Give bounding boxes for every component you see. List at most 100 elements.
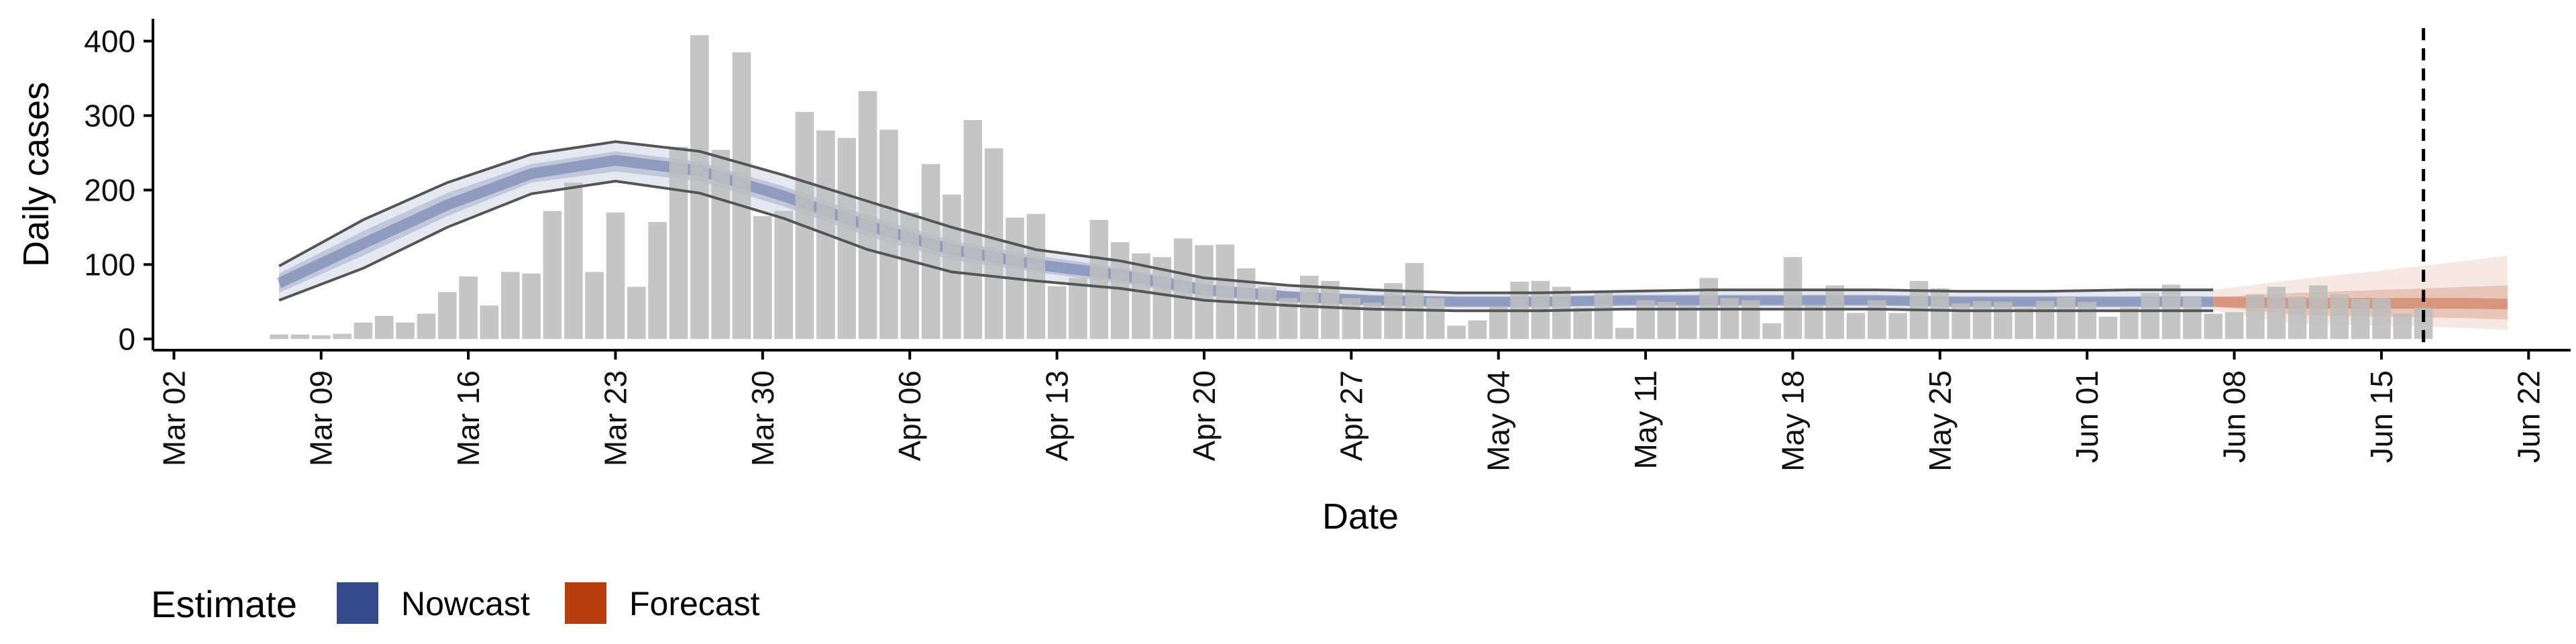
case-bar [1195,245,1214,339]
case-bar [963,120,982,339]
case-bar [438,292,457,339]
case-bar [1846,313,1866,339]
case-bar [984,148,1004,339]
case-bar [732,52,751,339]
case-bar [2330,294,2349,339]
case-bar [2120,307,2139,339]
x-tick-label: Jun 08 [2217,370,2252,463]
case-bar [2098,317,2118,339]
case-bar [1594,292,1613,339]
case-bar [270,334,288,339]
case-bar [1741,300,1760,339]
case-bar [900,212,919,339]
case-bar [858,91,877,339]
legend-swatch-nowcast [337,582,378,624]
nowcast-lower-outline [278,179,2214,313]
case-bar [1762,323,1781,339]
x-tick-label: Apr 06 [892,370,927,462]
case-bar [1888,313,1907,339]
legend: Estimate Nowcast Forecast [151,582,760,625]
y-tick-label: 400 [84,23,136,58]
case-bar [1342,298,1361,339]
case-bar [2183,297,2202,339]
x-axis-title: Date [1322,496,1399,537]
case-bar [543,211,562,339]
case-bar [1972,301,1992,339]
y-axis-title: Daily cases [16,82,56,267]
case-bar [459,276,478,339]
legend-label-nowcast: Nowcast [401,585,530,623]
case-bar [921,164,941,339]
case-bar [774,211,793,339]
case-bar [2246,294,2265,339]
forecast-band-90 [2213,256,2508,330]
case-bar [1047,286,1067,339]
case-bar [1783,257,1803,339]
case-bar [1657,301,1676,339]
case-bar [1405,263,1424,339]
x-tick-label: Mar 30 [745,370,780,466]
y-tick-label: 0 [118,321,136,356]
x-tick-label: Jun 22 [2511,370,2546,463]
x-tick-label: Mar 16 [451,370,486,466]
case-bar [2204,313,2222,339]
legend-swatch-forecast [565,582,606,624]
case-bar [1720,298,1739,339]
case-bar [1258,286,1277,339]
case-bar [711,150,730,339]
case-bar [943,195,961,339]
x-tick-label: Mar 02 [156,370,191,466]
case-bar [1468,320,1487,339]
x-tick-label: Mar 09 [304,370,339,466]
x-tick-label: Jun 15 [2364,370,2399,463]
nowcast-upper-outline [278,140,2214,294]
case-bar [396,322,415,339]
x-tick-label: Mar 23 [598,370,633,466]
case-bar [753,216,772,339]
x-axis-ticks: Mar 02 Mar 09 Mar 16 Mar 23 Mar 30 Apr 06 Apr … [156,350,2546,472]
case-bar [2078,301,2096,339]
case-bar [606,212,625,339]
case-bar [354,322,373,339]
case-bar [1573,307,1592,339]
case-bar [2267,286,2286,339]
case-bar [1321,280,1340,339]
case-bar [1426,298,1445,339]
x-tick-label: May 25 [1923,370,1957,472]
case-bar [1825,285,1844,339]
case-bar [2141,292,2159,339]
case-bar [311,335,331,339]
nowcast-band-50 [279,151,2214,307]
case-bar [2288,297,2307,339]
case-bar [1678,305,1697,339]
case-bar [1384,283,1403,339]
case-bar [501,272,520,339]
y-tick-label: 100 [84,247,136,282]
case-bar [1089,219,1109,339]
case-bar [2351,299,2370,339]
case-bar [1951,303,1970,339]
case-bar [627,286,646,339]
case-bar [1173,238,1193,339]
case-bar [1069,278,1087,339]
nowcast-band-90 [279,142,2214,311]
case-bar [1216,244,1235,339]
y-axis-ticks: 0 100 200 300 400 [84,23,153,356]
case-bar [1489,307,1508,339]
case-bar [564,182,583,339]
case-bar [1615,327,1634,339]
case-bar [1994,301,2012,339]
case-bar [290,334,310,339]
x-tick-label: May 11 [1628,370,1663,469]
case-bar [1552,286,1571,339]
y-tick-label: 200 [84,172,136,207]
legend-title: Estimate [151,583,297,625]
case-bar [2015,307,2033,339]
case-bar [1931,288,1949,339]
case-bar [480,305,499,339]
case-bar [585,272,604,339]
legend-label-forecast: Forecast [629,585,760,623]
case-bar [2393,313,2412,339]
case-bar [2372,298,2391,339]
